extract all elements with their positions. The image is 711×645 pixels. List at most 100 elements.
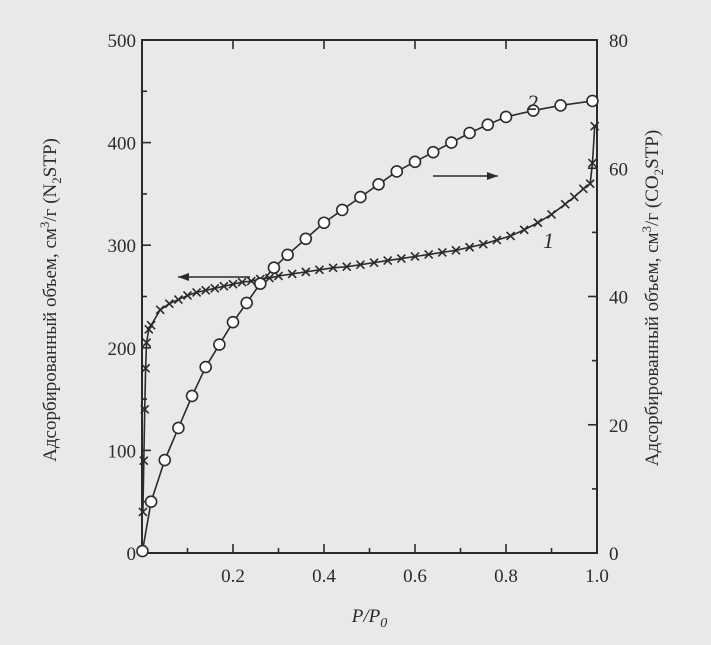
x-tick-label: 0.4 (312, 566, 336, 587)
y-right-tick-label: 0 (609, 544, 619, 565)
y-right-axis-title-part: STP) (642, 130, 663, 169)
series-2-point (586, 94, 599, 108)
series-1-label: 1 (543, 228, 554, 253)
y-right-axis-title-part: 3 (639, 226, 654, 233)
series-2-point (185, 389, 199, 403)
series-1-point (478, 239, 488, 249)
series-1-point (396, 253, 406, 264)
series-1-point (155, 305, 165, 315)
series-2-point (408, 155, 422, 169)
series-2-label: 2 (527, 90, 538, 115)
series-1-point (546, 209, 557, 219)
series-1-point (182, 290, 193, 301)
series-1-point (173, 295, 183, 305)
series-1-point (590, 121, 600, 131)
series-2-point (390, 165, 404, 178)
y-left-tick-label: 100 (108, 441, 137, 462)
series-1-point (585, 179, 595, 189)
x-tick-label: 0.2 (221, 566, 245, 587)
series-1-point (569, 192, 579, 202)
y-right-axis-title: Адсорбированный объем, см3/г (CO2STP) (639, 130, 666, 466)
series-1-point (519, 225, 529, 235)
series-2-point (253, 277, 267, 290)
x-axis-title-main: P/P (351, 606, 381, 627)
series-2-point (317, 216, 331, 230)
series-1-point (246, 276, 256, 286)
y-left-axis-title-part: Адсорбированный объем, см (40, 228, 61, 462)
y-right-tick-label: 20 (609, 416, 628, 437)
series-2-point (372, 177, 385, 191)
y-left-axis-title-part: 2 (49, 177, 64, 184)
y-right-tick-label: 40 (609, 288, 628, 309)
series-1-point (328, 263, 338, 273)
y-left-axis-title-part: 3 (37, 222, 52, 229)
series-2-point (526, 104, 540, 117)
series-2-point (354, 190, 367, 204)
plot-frame (141, 39, 598, 554)
y-right-axis-title-part: 2 (651, 169, 666, 176)
y-right-axis-title-part: Адсорбированный объем, см (642, 232, 663, 466)
series-1-point (301, 267, 311, 277)
series-1-point (465, 242, 475, 252)
series-1-point (492, 235, 502, 245)
series-2-point (463, 126, 476, 140)
y-left-tick-label: 200 (108, 339, 137, 360)
series-1-point (140, 404, 150, 414)
y-right-tick-label: 80 (609, 31, 628, 52)
series-1-point (578, 184, 588, 194)
series-2-line (141, 100, 593, 552)
series-2-point (240, 296, 253, 310)
series-2-point (281, 248, 294, 262)
series-1-point (314, 265, 325, 275)
y-left-tick-label: 400 (108, 134, 137, 155)
series-2-point (554, 99, 567, 112)
series-2-point (172, 421, 185, 435)
y-left-tick-label: 300 (108, 236, 137, 257)
arrow-to-right-axis (433, 172, 498, 180)
y-left-tick-label: 500 (108, 31, 137, 52)
series-2-point (226, 315, 240, 329)
series-1-point (587, 158, 598, 168)
series-1-point (237, 277, 247, 287)
x-axis-title-sub: 0 (380, 616, 387, 631)
series-1-point (138, 507, 148, 517)
y-left-axis-title-part: STP) (40, 138, 61, 177)
series-1-point (533, 218, 543, 228)
series-2-point (158, 453, 172, 467)
x-tick-label: 0.6 (403, 566, 427, 587)
x-axis-title: P/P0 (351, 606, 388, 631)
series-2-point (213, 338, 226, 351)
series-2-point (335, 203, 349, 217)
series-1-point (383, 256, 393, 266)
y-right-tick-label: 60 (609, 159, 628, 180)
series-2-point (299, 232, 313, 246)
series-1-point (228, 279, 238, 289)
series-1-point (342, 262, 352, 272)
y-left-axis-title-part: /г (N (40, 183, 61, 221)
y-left-axis-title: Адсорбированный объем, см3/г (N2STP) (37, 138, 64, 462)
series-1-point (210, 283, 220, 293)
series-1-line (142, 126, 596, 512)
series-1-point (505, 231, 516, 241)
series-1-point (287, 269, 297, 279)
series-1-point (560, 199, 570, 209)
series-1-point (355, 260, 365, 270)
y-left-tick-label: 0 (127, 544, 137, 565)
series-1-point (146, 320, 156, 330)
series-1-point (192, 287, 202, 297)
series-2-point (445, 136, 458, 149)
series-1-point (424, 249, 434, 259)
series-1-point (141, 338, 152, 348)
series-1-point (451, 245, 461, 255)
series-2-point (426, 145, 440, 159)
y-right-axis-title-part: /г (CO (642, 175, 663, 226)
series-1-point (437, 247, 447, 257)
series-1-point (410, 251, 420, 262)
series-2-point (481, 118, 495, 131)
series-1-point (201, 285, 211, 295)
series-1-point (219, 281, 229, 291)
